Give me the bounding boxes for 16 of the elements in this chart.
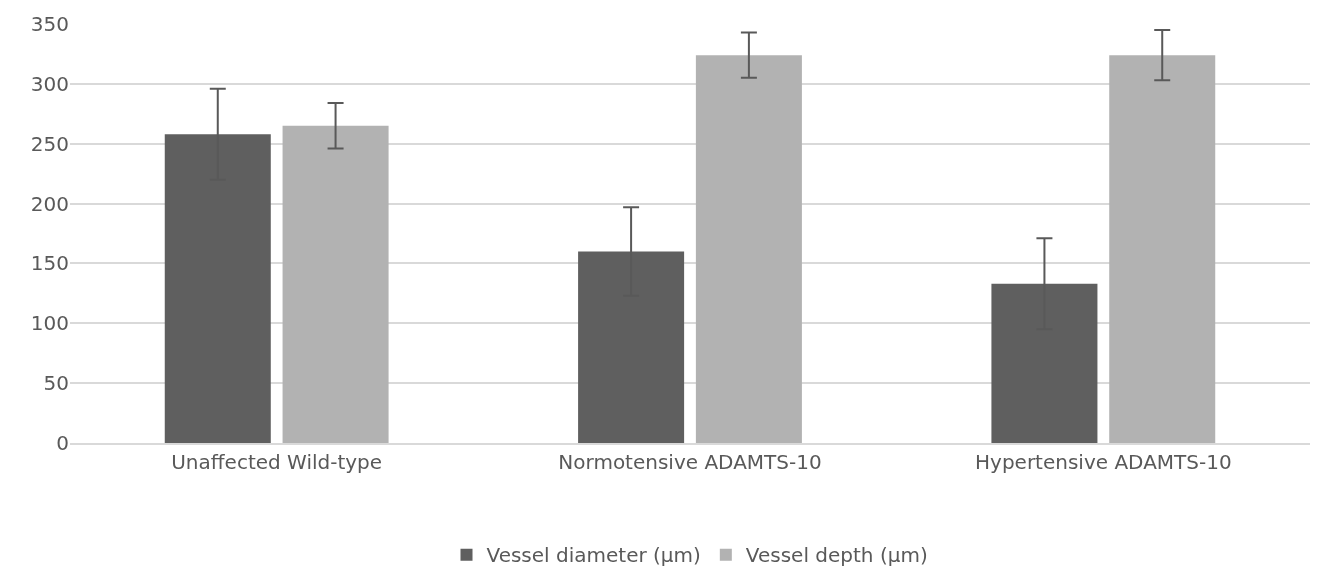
bar <box>695 55 802 443</box>
y-tick-label: 300 <box>30 71 69 96</box>
legend-label: Vessel diameter (µm) <box>486 543 701 568</box>
y-tick-label: 100 <box>30 311 69 336</box>
legend-label: Vessel depth (µm) <box>745 543 928 568</box>
y-tick-label: 150 <box>30 251 69 276</box>
bar <box>282 125 389 443</box>
y-tick-label: 200 <box>30 191 69 216</box>
x-tick-label: Hypertensive ADAMTS-10 <box>975 450 1232 474</box>
y-tick-label: 50 <box>43 371 69 396</box>
y-tick-label: 0 <box>56 431 69 455</box>
x-tick-label: Unaffected Wild-type <box>171 450 383 474</box>
y-tick-label: 250 <box>30 131 69 156</box>
x-tick-label: Normotensive ADAMTS-10 <box>558 450 822 474</box>
bar <box>1109 55 1216 443</box>
y-tick-label: 350 <box>30 12 69 36</box>
